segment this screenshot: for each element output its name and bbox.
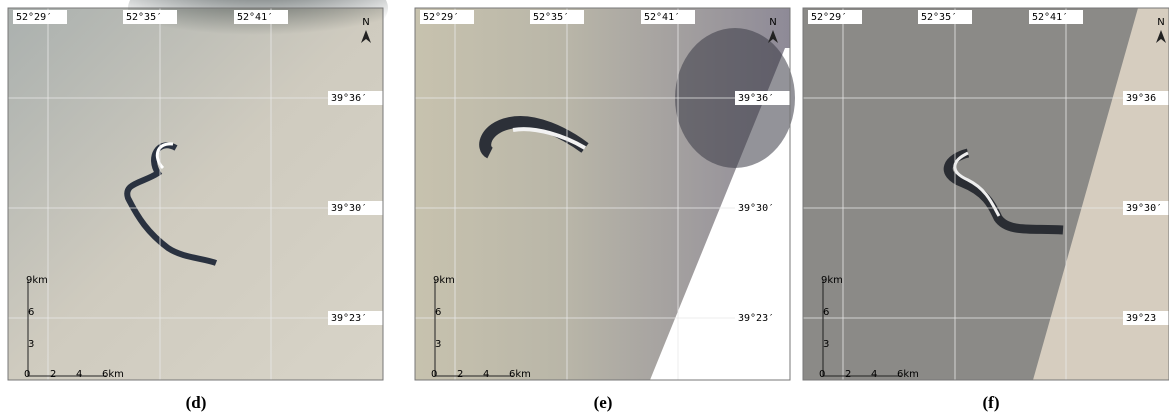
panel-caption: (f) [983, 393, 1000, 412]
image-background [8, 8, 383, 380]
latitude-label: 39°23′ [738, 313, 774, 324]
longitude-label: 52°35′ [533, 12, 569, 23]
scale-y-label: 6 [28, 307, 34, 318]
figure: 52°29′ 52°35′ 52°41′ 39°36′ 39°30′ 39°23′ N 9km… [0, 0, 1169, 419]
longitude-label: 52°35′ [126, 12, 162, 23]
longitude-label: 52°35′ [921, 12, 957, 23]
longitude-label: 52°41′ [237, 12, 273, 23]
north-label: N [769, 17, 776, 28]
map-panel: 52°29′ 52°35′ 52°41′ 39°36 39°30′ 39°23 N 9km 6 3… [803, 8, 1169, 380]
scale-x-label: 0 [24, 369, 30, 380]
latitude-label: 39°36 [1126, 93, 1156, 104]
longitude-label: 52°41′ [644, 12, 680, 23]
latitude-label: 39°23 [1126, 313, 1156, 324]
scale-x-label: 2 [845, 369, 851, 380]
scale-x-label: 2 [457, 369, 463, 380]
image-clip [803, 8, 1169, 380]
map-panel: 52°29′ 52°35′ 52°41′ 39°36′ 39°30′ 39°23′ N 9km… [415, 8, 795, 380]
longitude-label: 52°29′ [423, 12, 459, 23]
map-panel: 52°29′ 52°35′ 52°41′ 39°36′ 39°30′ 39°23′ N 9km… [8, 0, 388, 380]
scale-y-label: 6 [435, 307, 441, 318]
scale-x-label: 2 [50, 369, 56, 380]
scale-x-label: 4 [871, 369, 877, 380]
north-label: N [362, 17, 369, 28]
scale-y-label: 9km [433, 275, 455, 286]
longitude-label: 52°41′ [1032, 12, 1068, 23]
scale-y-label: 3 [28, 339, 34, 350]
panel-caption: (d) [186, 393, 207, 412]
north-label: N [1157, 17, 1164, 28]
scale-y-label: 3 [823, 339, 829, 350]
scale-x-label: 0 [819, 369, 825, 380]
scale-y-label: 9km [821, 275, 843, 286]
scale-y-label: 9km [26, 275, 48, 286]
scale-x-label: 0 [431, 369, 437, 380]
panel-caption: (e) [594, 393, 613, 412]
longitude-label: 52°29′ [811, 12, 847, 23]
latitude-label: 39°36′ [738, 93, 774, 104]
latitude-label: 39°23′ [331, 313, 367, 324]
latitude-label: 39°36′ [331, 93, 367, 104]
longitude-label: 52°29′ [16, 12, 52, 23]
scale-x-label: 6km [509, 369, 531, 380]
latitude-label: 39°30′ [1126, 203, 1162, 214]
scale-x-label: 6km [102, 369, 124, 380]
scale-y-label: 6 [823, 307, 829, 318]
scale-x-label: 6km [897, 369, 919, 380]
latitude-label: 39°30′ [738, 203, 774, 214]
latitude-label: 39°30′ [331, 203, 367, 214]
scale-x-label: 4 [76, 369, 82, 380]
scale-y-label: 3 [435, 339, 441, 350]
scale-x-label: 4 [483, 369, 489, 380]
